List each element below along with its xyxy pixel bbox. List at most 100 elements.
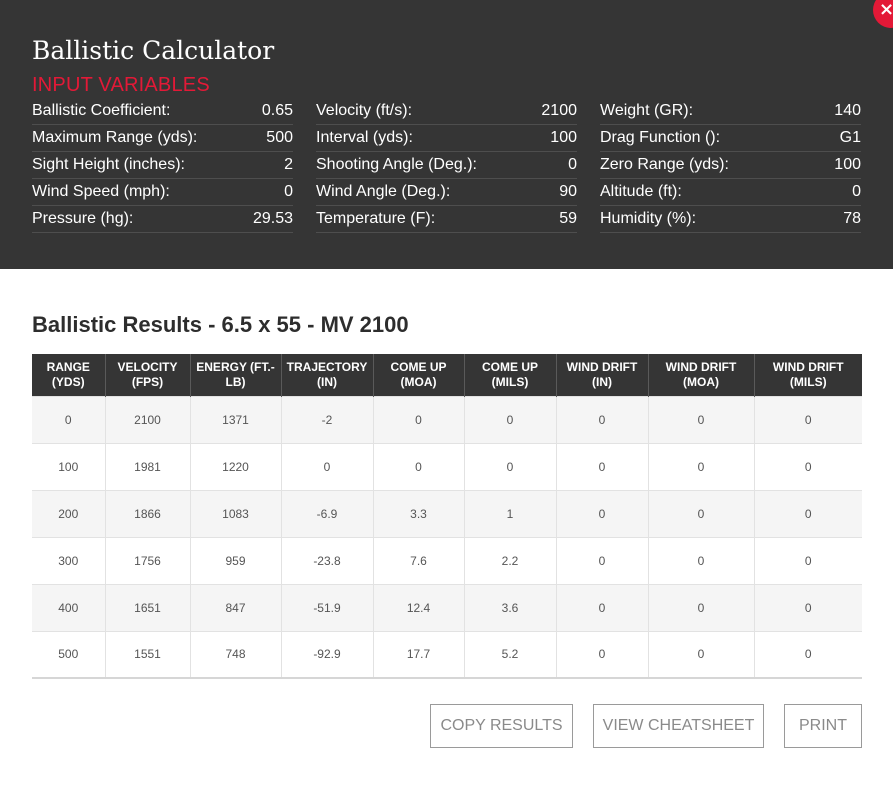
input-label: Wind Speed (mph): xyxy=(32,183,170,200)
input-label: Ballistic Coefficient: xyxy=(32,102,171,119)
print-button[interactable]: PRINT xyxy=(784,704,862,748)
table-cell: 0 xyxy=(555,489,648,537)
input-label: Velocity (ft/s): xyxy=(316,102,413,119)
input-humidity[interactable]: Humidity (%): 78 xyxy=(600,206,861,233)
table-cell: 0 xyxy=(753,536,862,584)
table-cell: 847 xyxy=(189,583,281,631)
table-cell: 2100 xyxy=(104,395,190,443)
table-row: 0 2100 1371 -2 0 0 0 0 0 xyxy=(32,395,862,443)
table-cell: 1756 xyxy=(104,536,190,584)
input-interval[interactable]: Interval (yds): 100 xyxy=(316,125,577,152)
input-label: Humidity (%): xyxy=(600,210,697,227)
header-line: (FPS) xyxy=(131,374,164,389)
table-cell: 0 xyxy=(555,536,648,584)
header-line: (YDS) xyxy=(51,374,85,389)
table-cell: 7.6 xyxy=(372,536,464,584)
table-cell: 0 xyxy=(647,630,754,679)
table-cell: 0 xyxy=(372,442,464,490)
table-cell: -92.9 xyxy=(280,630,373,679)
table-row: 200 1866 1083 -6.9 3.3 1 0 0 0 xyxy=(32,489,862,537)
input-value[interactable]: 29.53 xyxy=(252,210,293,227)
input-wind-angle[interactable]: Wind Angle (Deg.): 90 xyxy=(316,179,577,206)
header-line: WIND DRIFT xyxy=(566,359,638,374)
header-line: TRAJECTORY xyxy=(286,359,368,374)
close-button[interactable]: × xyxy=(873,0,893,28)
input-value[interactable]: 2 xyxy=(284,156,293,173)
table-cell: 300 xyxy=(32,536,105,584)
input-value[interactable]: 500 xyxy=(266,129,293,146)
view-cheatsheet-button[interactable]: VIEW CHEATSHEET xyxy=(593,704,764,748)
table-cell: 1083 xyxy=(189,489,281,537)
input-value[interactable]: 100 xyxy=(834,156,861,173)
table-cell: 0 xyxy=(555,395,648,443)
input-shooting-angle[interactable]: Shooting Angle (Deg.): 0 xyxy=(316,152,577,179)
table-cell: 1 xyxy=(463,489,556,537)
header-line: WIND DRIFT xyxy=(772,359,844,374)
input-column-2: Velocity (ft/s): 2100 Interval (yds): 100 … xyxy=(316,98,577,233)
input-value[interactable]: 90 xyxy=(559,183,577,200)
header-line: (MILS) xyxy=(789,374,827,389)
table-cell: 1220 xyxy=(189,442,281,490)
input-value[interactable]: 78 xyxy=(843,210,861,227)
table-cell: -2 xyxy=(280,395,373,443)
input-value[interactable]: 59 xyxy=(559,210,577,227)
input-drag-function[interactable]: Drag Function (): G1 xyxy=(600,125,861,152)
table-cell: 1551 xyxy=(104,630,190,679)
table-cell: 0 xyxy=(463,442,556,490)
input-value[interactable]: 0.65 xyxy=(261,102,293,119)
table-cell: 0 xyxy=(753,395,862,443)
input-ballistic-coefficient[interactable]: Ballistic Coefficient: 0.65 xyxy=(32,98,293,125)
header-velocity: VELOCITY (FPS) xyxy=(104,354,190,396)
table-row: 400 1651 847 -51.9 12.4 3.6 0 0 0 xyxy=(32,583,862,631)
header-line: WIND DRIFT xyxy=(665,359,737,374)
table-cell: 3.3 xyxy=(372,489,464,537)
header-come-up-moa: COME UP (MOA) xyxy=(372,354,464,396)
input-value[interactable]: 100 xyxy=(550,129,577,146)
table-cell: 17.7 xyxy=(372,630,464,679)
table-cell: 500 xyxy=(32,630,105,679)
app-title: Ballistic Calculator xyxy=(32,36,275,65)
copy-results-button[interactable]: COPY RESULTS xyxy=(430,704,573,748)
table-cell: 0 xyxy=(555,442,648,490)
header-wind-drift-in: WIND DRIFT (IN) xyxy=(555,354,648,396)
table-cell: 400 xyxy=(32,583,105,631)
input-altitude[interactable]: Altitude (ft): 0 xyxy=(600,179,861,206)
results-title: Ballistic Results - 6.5 x 55 - MV 2100 xyxy=(32,312,409,337)
header-trajectory: TRAJECTORY (IN) xyxy=(280,354,373,396)
input-value[interactable]: 0 xyxy=(284,183,293,200)
input-velocity[interactable]: Velocity (ft/s): 2100 xyxy=(316,98,577,125)
input-pressure[interactable]: Pressure (hg): 29.53 xyxy=(32,206,293,233)
input-variables-heading: INPUT VARIABLES xyxy=(32,74,210,96)
input-sight-height[interactable]: Sight Height (inches): 2 xyxy=(32,152,293,179)
header-line: (MOA) xyxy=(400,374,437,389)
header-wind-drift-moa: WIND DRIFT (MOA) xyxy=(647,354,754,396)
header-line: COME UP xyxy=(390,359,447,374)
input-value[interactable]: 2100 xyxy=(541,102,577,119)
input-value[interactable]: 0 xyxy=(852,183,861,200)
table-cell: 0 xyxy=(647,489,754,537)
input-label: Interval (yds): xyxy=(316,129,413,146)
table-cell: 748 xyxy=(189,630,281,679)
input-wind-speed[interactable]: Wind Speed (mph): 0 xyxy=(32,179,293,206)
input-label: Sight Height (inches): xyxy=(32,156,185,173)
input-value[interactable]: 140 xyxy=(834,102,861,119)
table-cell: 3.6 xyxy=(463,583,556,631)
header-range: RANGE (YDS) xyxy=(32,354,105,396)
input-maximum-range[interactable]: Maximum Range (yds): 500 xyxy=(32,125,293,152)
table-cell: 1371 xyxy=(189,395,281,443)
header-line: LB) xyxy=(225,374,246,389)
table-cell: 0 xyxy=(372,395,464,443)
input-value[interactable]: 0 xyxy=(568,156,577,173)
header-line: (IN) xyxy=(317,374,337,389)
table-header-row: RANGE (YDS) VELOCITY (FPS) ENERGY (FT.- LB)… xyxy=(32,354,862,396)
header-line: ENERGY (FT.- xyxy=(196,359,275,374)
input-weight[interactable]: Weight (GR): 140 xyxy=(600,98,861,125)
table-cell: 0 xyxy=(647,442,754,490)
input-zero-range[interactable]: Zero Range (yds): 100 xyxy=(600,152,861,179)
input-value[interactable]: G1 xyxy=(839,129,861,146)
input-temperature[interactable]: Temperature (F): 59 xyxy=(316,206,577,233)
input-label: Altitude (ft): xyxy=(600,183,682,200)
table-cell: 0 xyxy=(647,583,754,631)
header-come-up-mils: COME UP (MILS) xyxy=(463,354,556,396)
header-line: (MOA) xyxy=(683,374,719,389)
